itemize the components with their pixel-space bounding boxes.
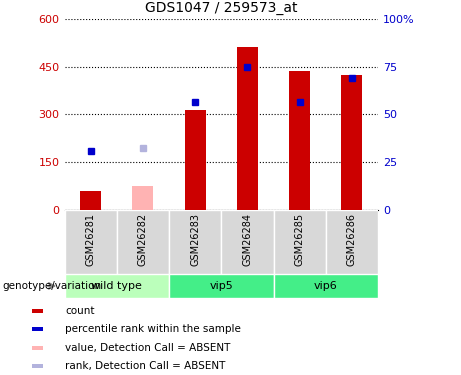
FancyBboxPatch shape: [65, 274, 169, 298]
FancyBboxPatch shape: [221, 210, 273, 274]
Text: vip5: vip5: [209, 281, 233, 291]
Text: value, Detection Call = ABSENT: value, Detection Call = ABSENT: [65, 343, 230, 352]
FancyBboxPatch shape: [32, 346, 43, 350]
Bar: [289, 71, 310, 210]
Bar: [132, 186, 154, 210]
Text: GSM26281: GSM26281: [86, 213, 96, 266]
Text: rank, Detection Call = ABSENT: rank, Detection Call = ABSENT: [65, 361, 225, 371]
Text: GSM26282: GSM26282: [138, 213, 148, 266]
Bar: [342, 75, 362, 210]
Bar: [237, 48, 258, 210]
FancyBboxPatch shape: [169, 210, 221, 274]
FancyBboxPatch shape: [32, 327, 43, 331]
Text: percentile rank within the sample: percentile rank within the sample: [65, 324, 241, 334]
Title: GDS1047 / 259573_at: GDS1047 / 259573_at: [145, 1, 297, 15]
FancyBboxPatch shape: [273, 274, 378, 298]
Text: wild type: wild type: [91, 281, 142, 291]
FancyBboxPatch shape: [32, 309, 43, 313]
FancyBboxPatch shape: [326, 210, 378, 274]
FancyBboxPatch shape: [169, 274, 273, 298]
Bar: [185, 110, 206, 210]
FancyBboxPatch shape: [65, 210, 117, 274]
Text: GSM26284: GSM26284: [242, 213, 253, 266]
Text: count: count: [65, 306, 95, 316]
Text: vip6: vip6: [314, 281, 337, 291]
Text: genotype/variation: genotype/variation: [2, 281, 101, 291]
FancyBboxPatch shape: [32, 364, 43, 368]
FancyBboxPatch shape: [273, 210, 326, 274]
Text: GSM26286: GSM26286: [347, 213, 357, 266]
Text: GSM26283: GSM26283: [190, 213, 200, 266]
Text: GSM26285: GSM26285: [295, 213, 305, 266]
FancyBboxPatch shape: [117, 210, 169, 274]
Bar: [80, 191, 101, 210]
